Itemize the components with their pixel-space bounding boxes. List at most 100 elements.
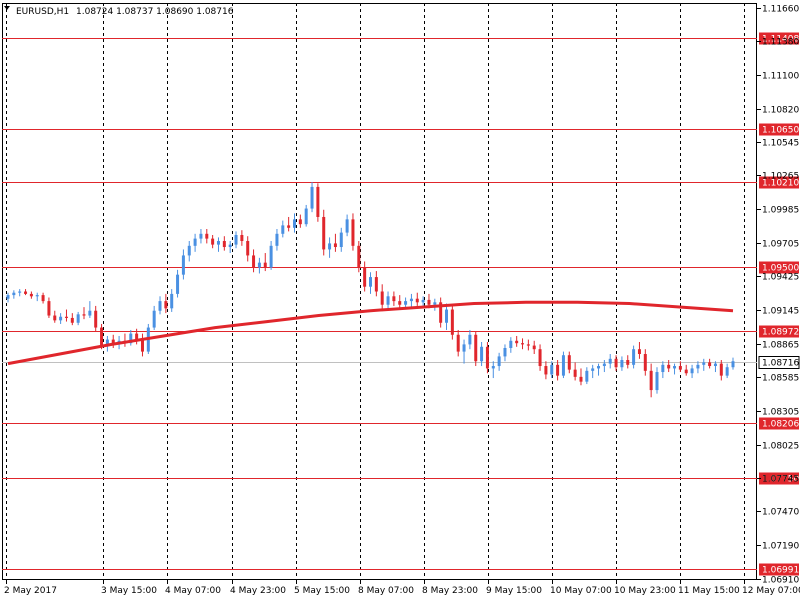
candle-body (94, 310, 98, 328)
level-badge (759, 123, 799, 136)
candle-body (392, 296, 396, 302)
candle-body (637, 349, 641, 355)
candle-body (100, 327, 104, 346)
candle-body (216, 241, 220, 245)
moving-average-line (7, 300, 734, 366)
dropdown-triangle-icon[interactable] (4, 6, 10, 10)
candle (661, 361, 665, 379)
y-tick-label: 1.08025 (762, 442, 799, 452)
x-tick-label: 11 May 15:00 (678, 586, 740, 596)
candle (228, 241, 232, 254)
candle (725, 363, 729, 379)
candle (333, 233, 337, 252)
y-tick-label: 1.10820 (762, 106, 799, 116)
level-badge-label: 1.07750 (762, 475, 799, 485)
candle-body (702, 362, 706, 365)
candle (655, 367, 659, 394)
candle (12, 290, 16, 299)
candle-body (257, 262, 261, 268)
candle (164, 293, 168, 314)
level-badge-label: 1.10650 (762, 126, 799, 136)
level-badge-label: 1.08206 (762, 420, 799, 430)
y-tick-label: 1.07470 (762, 508, 799, 518)
candle (6, 292, 10, 303)
candle-body (252, 255, 256, 268)
candle-body (532, 345, 536, 350)
candle-body (485, 346, 489, 369)
candle (82, 307, 86, 320)
candle (187, 241, 191, 262)
candle (29, 291, 33, 299)
candle-body (456, 334, 460, 352)
candle (374, 271, 378, 297)
candle-body (298, 219, 302, 225)
candle-body (409, 298, 413, 302)
candle (94, 305, 98, 332)
candle (567, 351, 571, 374)
candle-body (222, 241, 226, 248)
candle-body (322, 216, 326, 250)
candle (369, 272, 372, 294)
candle-body (369, 277, 372, 287)
candle (76, 311, 80, 326)
candle (24, 289, 28, 296)
candle-body (164, 301, 168, 309)
candle-body (82, 314, 86, 316)
y-tick-label: 1.07190 (762, 542, 799, 552)
candle-body (713, 363, 717, 367)
candle (696, 361, 700, 374)
candle-body (690, 368, 694, 374)
candle-body (193, 238, 197, 246)
candle-body (661, 364, 665, 373)
candle-body (59, 316, 63, 321)
candle (304, 204, 308, 227)
candle-body (316, 186, 320, 217)
candle-body (29, 293, 33, 297)
x-tick-label: 12 May 07:00 (742, 586, 800, 596)
candle (480, 341, 484, 367)
candle-body (111, 339, 115, 345)
candle-body (386, 296, 390, 305)
candle-body (287, 225, 291, 228)
level-badge (759, 261, 799, 274)
candle (398, 295, 402, 309)
candle-body (263, 262, 267, 268)
candle-body (450, 309, 454, 335)
current-price-badge (758, 356, 800, 369)
candle-body (199, 233, 203, 239)
candle-body (515, 340, 519, 344)
candle (690, 364, 694, 379)
level-badge (759, 563, 799, 576)
candle (538, 344, 542, 371)
y-tick-label: 1.11100 (762, 72, 799, 82)
y-tick-label: 1.08305 (762, 408, 799, 418)
candle-body (12, 292, 16, 296)
candle-body (240, 235, 244, 242)
candle (719, 360, 723, 381)
candle (205, 228, 209, 244)
candle-body (561, 355, 565, 376)
candle-body (88, 310, 92, 316)
candle (591, 364, 595, 379)
current-price-label: 1.08716 (762, 359, 799, 369)
candle (287, 216, 291, 232)
x-tick-label: 5 May 15:00 (294, 586, 350, 596)
candle-body (468, 334, 472, 345)
candle (515, 335, 519, 347)
candle-body (614, 358, 618, 368)
candle (246, 236, 250, 262)
candle-body (281, 225, 285, 234)
candle (292, 213, 296, 233)
level-badge (759, 176, 799, 189)
candle (199, 228, 203, 244)
candle (620, 356, 624, 371)
plot-frame (2, 3, 757, 580)
candle-body (53, 315, 57, 321)
candle-body (64, 316, 68, 318)
candle (573, 362, 577, 381)
candle-body (339, 232, 343, 248)
candle-body (135, 333, 139, 340)
candle-body (398, 301, 402, 305)
